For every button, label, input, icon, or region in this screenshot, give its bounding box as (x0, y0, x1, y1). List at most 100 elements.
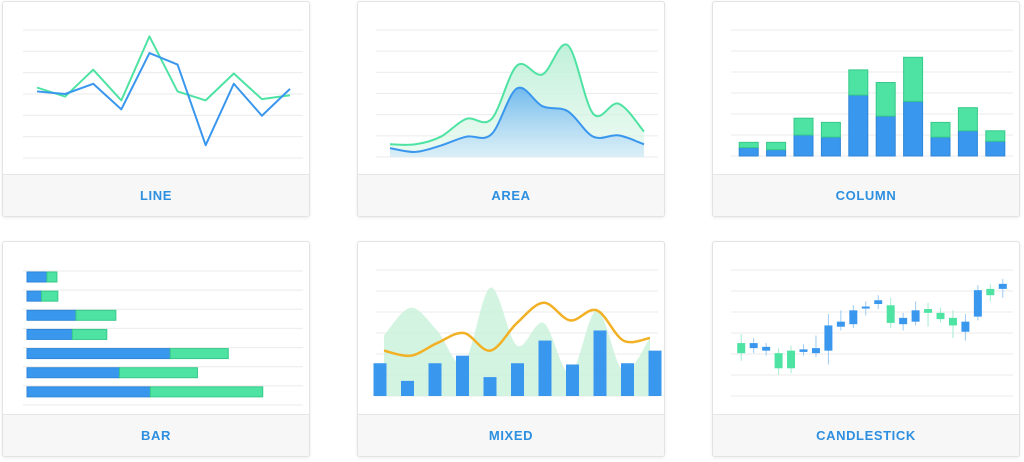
column-bar-green (848, 69, 869, 96)
mixed-chart-card[interactable]: MIXED (357, 241, 665, 457)
column-chart-card[interactable]: COLUMN (712, 1, 1020, 217)
column-bar-green (820, 121, 841, 138)
area-card-label: AREA (491, 188, 531, 203)
mixed-column (511, 363, 524, 396)
candle-body (737, 343, 746, 354)
candle-body (986, 288, 995, 296)
candle-body (787, 350, 796, 369)
mixed-column (401, 380, 414, 396)
candle-body (911, 310, 920, 322)
line-chart-svg (23, 29, 303, 159)
bar-segment-green (71, 328, 108, 340)
mixed-column (456, 355, 469, 396)
candle-body (998, 283, 1007, 289)
bar-segment-green (149, 386, 264, 398)
area-fill-2 (390, 87, 644, 157)
line-card-label: LINE (139, 188, 172, 203)
line-card-footer[interactable]: LINE (3, 174, 309, 216)
line-series-2 (36, 52, 291, 147)
candlestick-chart-svg (731, 269, 1013, 397)
bar-chart (3, 242, 309, 415)
candle-body (861, 306, 870, 309)
bar-segment-blue (26, 290, 43, 302)
bar-segment-blue (26, 328, 73, 340)
column-bar-green (903, 56, 924, 102)
candle-body (774, 353, 783, 369)
mixed-column (428, 363, 442, 396)
bar-segment-green (75, 309, 117, 321)
candle-body (849, 310, 858, 325)
column-bar-blue (903, 100, 924, 157)
area-chart (358, 2, 664, 175)
column-bar-green (957, 107, 978, 132)
column-bar-green (793, 117, 814, 136)
bar-chart-svg (23, 270, 303, 406)
candle-body (973, 290, 982, 317)
bar-segment-green (118, 367, 198, 379)
bar-card-label: BAR (141, 428, 171, 443)
bar-segment-green (41, 290, 59, 302)
mixed-column (538, 340, 552, 396)
mixed-card-label: MIXED (488, 428, 534, 443)
bar-chart-card[interactable]: BAR (2, 241, 310, 457)
candlestick-chart-card[interactable]: CANDLESTICK (712, 241, 1020, 457)
column-bar-blue (738, 147, 759, 157)
column-bar-blue (793, 134, 814, 157)
candle-body (948, 317, 957, 326)
area-chart-card[interactable]: AREA (357, 1, 665, 217)
column-bar-blue (766, 149, 787, 157)
candle-body (961, 321, 970, 332)
column-bar-green (766, 141, 787, 151)
column-bar-blue (820, 136, 841, 157)
mixed-column (483, 377, 497, 396)
mixed-column (373, 363, 387, 396)
bar-segment-blue (26, 309, 77, 321)
candle-body (799, 349, 808, 352)
mixed-card-footer[interactable]: MIXED (358, 414, 664, 456)
bar-segment-blue (26, 386, 151, 398)
line-chart-card[interactable]: LINE (2, 1, 310, 217)
column-bar-blue (875, 115, 896, 157)
column-chart (713, 2, 1019, 175)
candle-body (924, 309, 933, 313)
mixed-chart (358, 242, 664, 415)
candle-body (936, 312, 945, 320)
candle-body (749, 343, 758, 349)
candlestick-card-footer[interactable]: CANDLESTICK (713, 414, 1019, 456)
bar-card-footer[interactable]: BAR (3, 414, 309, 456)
mixed-line (383, 301, 651, 358)
mixed-column (593, 330, 607, 396)
column-bar-blue (848, 94, 869, 157)
mixed-column (648, 350, 662, 396)
bar-segment-blue (26, 271, 48, 283)
column-card-label: COLUMN (835, 188, 897, 203)
candlestick-card-label: CANDLESTICK (816, 428, 916, 443)
column-chart-svg (731, 29, 1013, 157)
bar-segment-green (46, 271, 58, 283)
column-bar-blue (957, 130, 978, 157)
column-bar-green (930, 121, 951, 138)
candle-body (811, 348, 820, 354)
area-line-1 (389, 43, 645, 146)
mixed-chart-svg (373, 269, 662, 397)
column-bar-green (738, 141, 759, 149)
column-bar-blue (985, 140, 1006, 157)
column-bar-green (875, 82, 896, 117)
bar-segment-blue (26, 348, 171, 360)
area-chart-svg (376, 29, 658, 158)
candle-body (874, 300, 883, 305)
candlestick-chart (713, 242, 1019, 415)
column-bar-blue (930, 136, 951, 157)
mixed-column (566, 364, 579, 396)
candle-body (824, 325, 833, 351)
area-line-2 (389, 86, 645, 153)
candle-body (899, 317, 908, 325)
bar-segment-blue (26, 367, 120, 379)
candle-body (886, 305, 895, 323)
line-series-1 (36, 35, 291, 102)
column-bar-green (985, 130, 1006, 142)
area-card-footer[interactable]: AREA (358, 174, 664, 216)
column-card-footer[interactable]: COLUMN (713, 174, 1019, 216)
bar-segment-green (169, 348, 229, 360)
line-chart (3, 2, 309, 175)
